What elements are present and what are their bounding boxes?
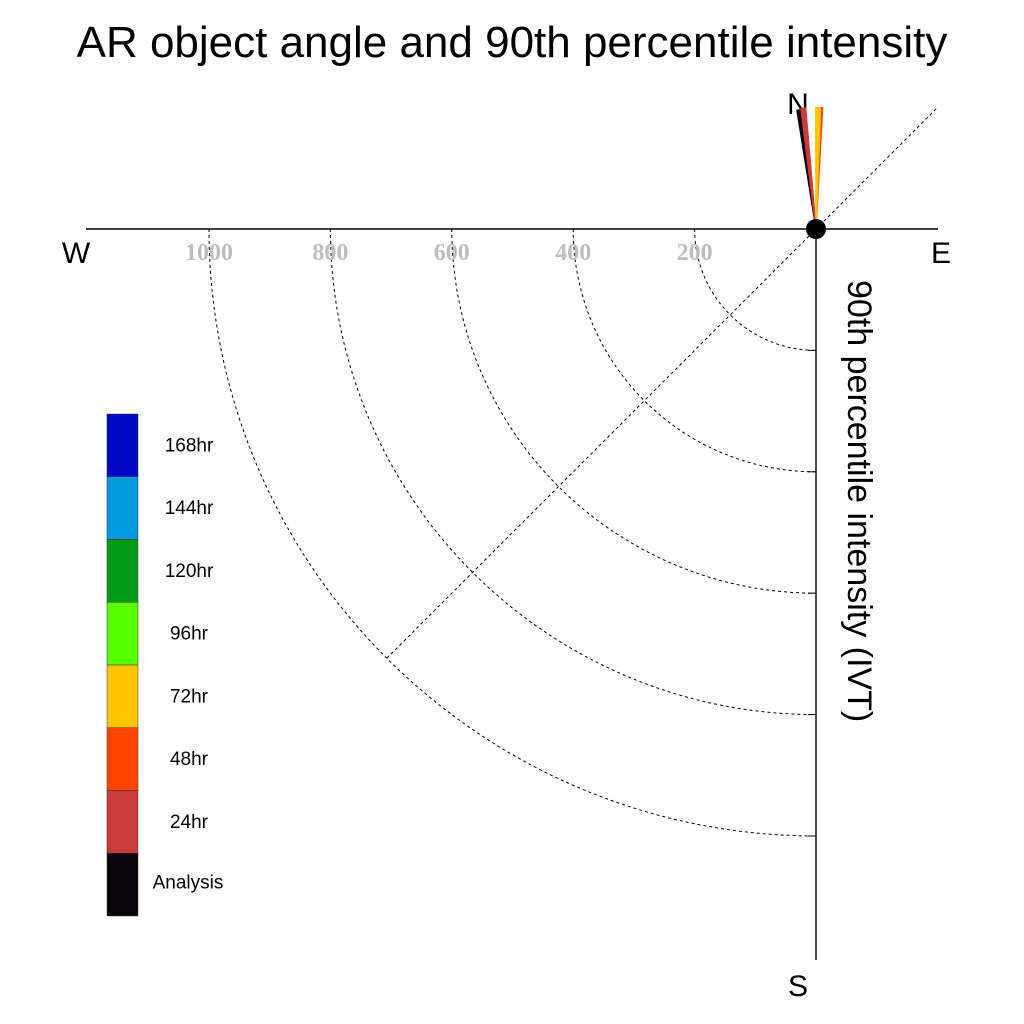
- compass-east-label: E: [931, 237, 951, 270]
- legend-swatch-120hr: [106, 539, 139, 603]
- tick-label-1000: 1000: [185, 240, 233, 266]
- grid-diagonal: [386, 106, 939, 659]
- radial-axis-label: 90th percentile intensity (IVT): [840, 280, 878, 722]
- tick-label-600: 600: [434, 240, 470, 266]
- tick-label-400: 400: [555, 240, 591, 266]
- tick-label-200: 200: [677, 240, 713, 266]
- legend-label-72hr: 72hr: [170, 686, 209, 707]
- legend-label-168hr: 168hr: [165, 435, 214, 456]
- legend: 168hr 144hr 120hr 96hr 72hr 48hr 24hr Analysis: [106, 413, 224, 917]
- legend-label-24hr: 24hr: [170, 812, 209, 833]
- legend-label-analysis: Analysis: [153, 873, 224, 894]
- legend-label-96hr: 96hr: [170, 624, 209, 645]
- grid-ring-400: [572, 228, 817, 473]
- legend-swatch-168hr: [106, 413, 139, 477]
- origin-point: [806, 219, 826, 239]
- legend-label-48hr: 48hr: [170, 749, 209, 770]
- radial-tick-labels: 200 400 600 800 1000: [185, 240, 713, 266]
- grid-ring-1000: [208, 228, 817, 837]
- radial-grid: [208, 106, 939, 837]
- tick-label-800: 800: [312, 240, 348, 266]
- legend-swatch-144hr: [106, 476, 139, 540]
- compass-south-label: S: [788, 970, 808, 1003]
- forecast-bars: [796, 106, 824, 230]
- legend-swatch-analysis: [106, 853, 139, 917]
- legend-label-144hr: 144hr: [165, 498, 214, 519]
- legend-label-120hr: 120hr: [165, 561, 214, 582]
- compass-west-label: W: [62, 237, 91, 270]
- legend-swatch-72hr: [106, 664, 139, 728]
- legend-swatch-96hr: [106, 602, 139, 666]
- grid-ring-800: [329, 228, 817, 716]
- bar-72hr: [815, 106, 822, 230]
- grid-ring-600: [451, 228, 817, 594]
- bar-24hr: [800, 107, 817, 230]
- chart-title: AR object angle and 90th percentile inte…: [77, 18, 948, 67]
- legend-swatch-48hr: [106, 727, 139, 791]
- legend-swatch-24hr: [106, 790, 139, 854]
- grid-ring-200: [694, 228, 817, 351]
